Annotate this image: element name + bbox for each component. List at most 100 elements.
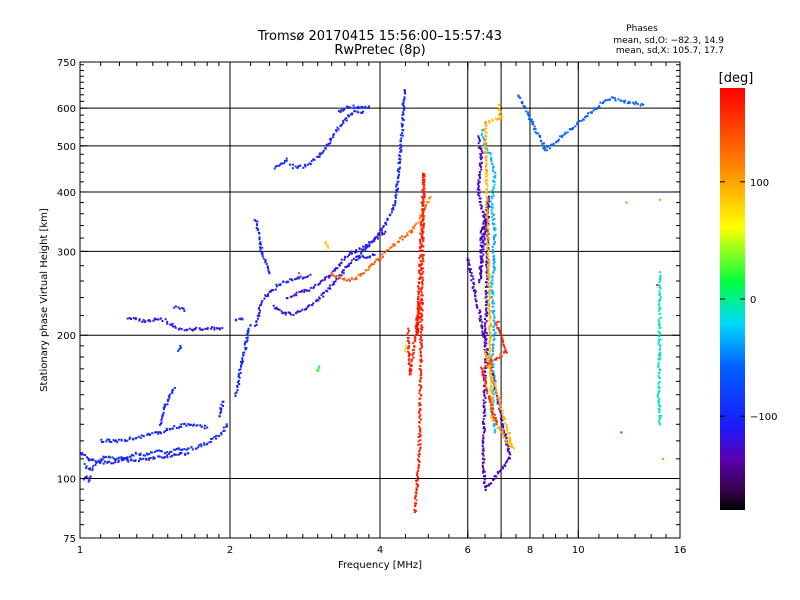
echo-point: [487, 243, 490, 246]
echo-point: [102, 440, 105, 443]
echo-point: [525, 110, 528, 113]
echo-point: [420, 336, 423, 339]
echo-point: [494, 117, 497, 120]
echo-point: [483, 219, 486, 222]
echo-point: [498, 356, 501, 359]
echo-point: [92, 465, 95, 468]
echo-point: [478, 177, 481, 180]
echo-point: [499, 353, 502, 356]
echo-point: [204, 327, 207, 330]
echo-point: [423, 175, 426, 178]
echo-point: [493, 171, 496, 174]
echo-point: [421, 303, 424, 306]
echo-point: [485, 230, 488, 233]
echo-point: [503, 434, 506, 437]
echo-point: [606, 99, 609, 102]
echo-point: [485, 147, 488, 150]
echo-point: [485, 320, 488, 323]
echo-point: [108, 440, 111, 443]
echo-point: [486, 275, 489, 278]
echo-point: [420, 394, 423, 397]
echo-point: [402, 101, 405, 104]
echo-point: [423, 187, 426, 190]
echo-point: [642, 103, 645, 106]
echo-point: [417, 309, 420, 312]
echo-point: [508, 436, 511, 439]
echo-point: [358, 256, 361, 259]
echo-point: [418, 263, 421, 266]
echo-point: [418, 425, 421, 428]
echo-point: [291, 279, 294, 282]
echo-point: [339, 125, 342, 128]
echo-point: [417, 285, 420, 288]
echo-point: [410, 360, 413, 363]
echo-point: [490, 360, 493, 363]
echo-point: [507, 449, 510, 452]
echo-point: [423, 172, 426, 175]
echo-point: [486, 301, 489, 304]
echo-point: [327, 247, 330, 250]
echo-point: [324, 147, 327, 150]
echo-point: [543, 147, 546, 150]
echo-point: [188, 327, 191, 330]
echo-point: [470, 279, 473, 282]
echo-point: [542, 147, 545, 150]
echo-point: [489, 369, 492, 372]
echo-point: [120, 438, 123, 441]
y-tick-label: 600: [57, 104, 76, 115]
echo-point: [480, 134, 483, 137]
echo-point: [103, 456, 106, 459]
echo-point: [659, 414, 662, 417]
echo-point: [296, 276, 299, 279]
echo-point: [357, 111, 360, 114]
echo-point: [421, 189, 424, 192]
echo-point: [404, 347, 407, 350]
echo-point: [329, 287, 332, 290]
echo-point: [517, 95, 520, 98]
echo-point: [479, 319, 482, 322]
echo-point: [488, 397, 491, 400]
echo-point: [234, 319, 237, 322]
echo-point: [496, 395, 499, 398]
echo-point: [482, 232, 485, 235]
echo-point: [243, 351, 246, 354]
echo-point: [304, 308, 307, 311]
echo-point: [348, 253, 351, 256]
echo-point: [483, 337, 486, 340]
echo-point: [482, 253, 485, 256]
echo-point: [624, 99, 627, 102]
echo-point: [221, 404, 224, 407]
echo-point: [492, 335, 495, 338]
echo-point: [240, 365, 243, 368]
echo-point: [488, 313, 491, 316]
y-axis-title: Stationary phase Virtual Height [km]: [39, 208, 50, 392]
echo-point: [491, 197, 494, 200]
echo-point: [477, 186, 480, 189]
echo-point: [410, 368, 413, 371]
echo-point: [483, 238, 486, 241]
echo-point: [409, 364, 412, 367]
echo-point: [319, 280, 322, 283]
echo-point: [274, 165, 277, 168]
echo-point: [142, 435, 145, 438]
echo-point: [658, 421, 661, 424]
echo-point: [488, 286, 491, 289]
echo-point: [201, 328, 204, 331]
echo-point: [657, 338, 660, 341]
echo-point: [278, 164, 281, 167]
echo-point: [499, 332, 502, 335]
echo-point: [502, 424, 505, 427]
echo-point: [657, 391, 660, 394]
echo-point: [595, 107, 598, 110]
echo-point: [481, 260, 484, 263]
echo-point: [185, 448, 188, 451]
echo-point: [485, 355, 488, 358]
echo-point: [341, 123, 344, 126]
echo-point: [566, 131, 569, 134]
echo-point: [167, 395, 170, 398]
echo-point: [530, 118, 533, 121]
echo-point: [270, 289, 273, 292]
echo-point: [502, 430, 505, 433]
echo-point: [504, 422, 507, 425]
echo-point: [485, 263, 488, 266]
